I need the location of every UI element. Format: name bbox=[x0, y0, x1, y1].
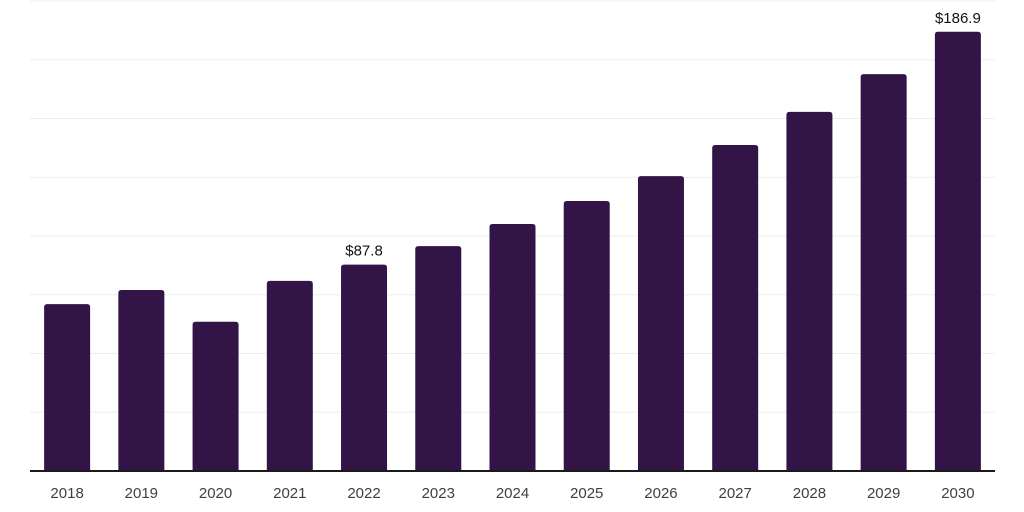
bar-2026 bbox=[637, 176, 684, 471]
bar-value-label-2030: $186.9 bbox=[935, 10, 981, 27]
x-tick-label-2019: 2019 bbox=[125, 485, 158, 502]
x-tick-label-2018: 2018 bbox=[50, 485, 83, 502]
bar-2018 bbox=[44, 304, 91, 471]
bar-2019 bbox=[118, 290, 165, 471]
bar-2029 bbox=[860, 74, 907, 472]
bar-2030 bbox=[934, 31, 981, 471]
bar-2023 bbox=[415, 246, 462, 471]
bar-2024 bbox=[489, 224, 536, 471]
x-tick-label-2030: 2030 bbox=[941, 485, 974, 502]
x-tick-label-2029: 2029 bbox=[867, 485, 900, 502]
bar-2022 bbox=[341, 264, 388, 471]
bar-2027 bbox=[712, 145, 759, 471]
x-tick-label-2021: 2021 bbox=[273, 485, 306, 502]
x-tick-label-2022: 2022 bbox=[347, 485, 380, 502]
bar-2028 bbox=[786, 111, 833, 472]
x-tick-label-2026: 2026 bbox=[644, 485, 677, 502]
x-tick-label-2028: 2028 bbox=[793, 485, 826, 502]
x-tick-label-2024: 2024 bbox=[496, 485, 529, 502]
bar-2020 bbox=[192, 321, 239, 471]
bar-2021 bbox=[266, 280, 313, 471]
x-tick-label-2020: 2020 bbox=[199, 485, 232, 502]
x-tick-label-2027: 2027 bbox=[719, 485, 752, 502]
bar-2025 bbox=[563, 200, 610, 472]
x-tick-label-2023: 2023 bbox=[422, 485, 455, 502]
x-tick-label-2025: 2025 bbox=[570, 485, 603, 502]
bar-value-label-2022: $87.8 bbox=[345, 243, 383, 260]
